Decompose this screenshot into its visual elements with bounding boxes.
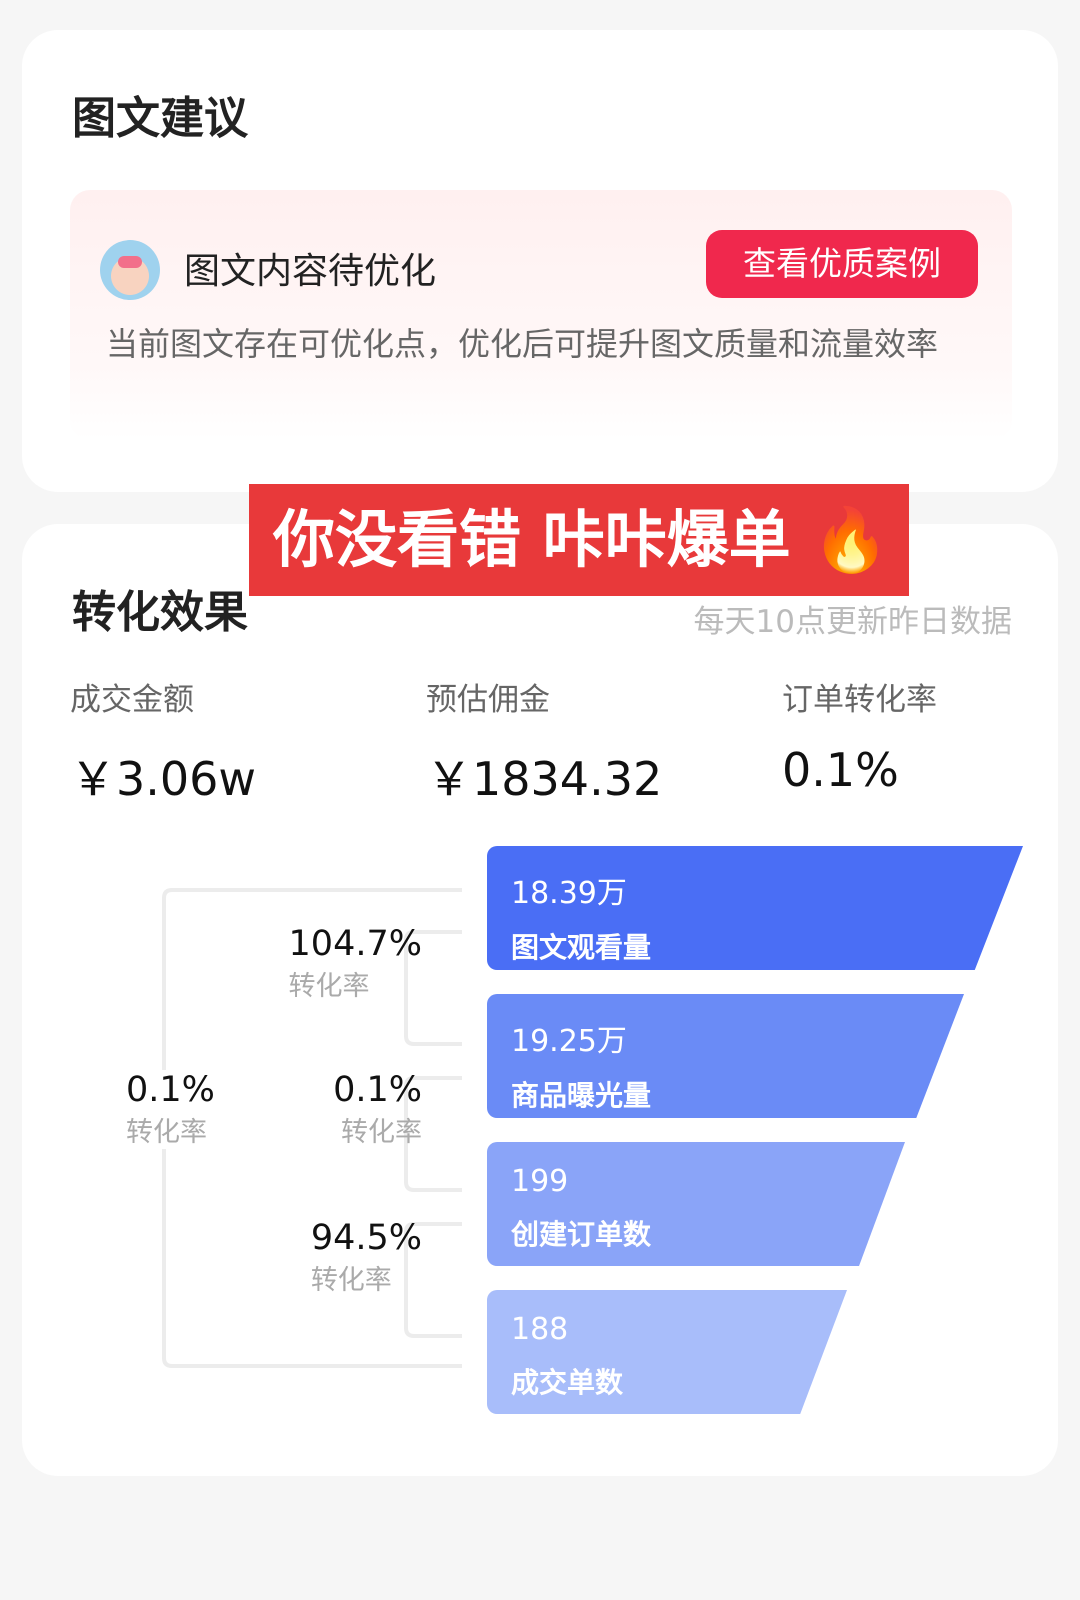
promo-banner: 你没看错 咔咔爆单 🔥 (249, 484, 909, 596)
rate-value: 94.5% (310, 1218, 422, 1258)
funnel-bar-exposure: 19.25万 商品曝光量 (487, 994, 964, 1118)
rate-overall: 0.1% 转化率 (126, 1070, 215, 1149)
rate-value: 0.1% (126, 1070, 215, 1110)
funnel-bar-orders-created: 199 创建订单数 (487, 1142, 905, 1266)
metric-order-rate: 订单转化率 0.1% (782, 674, 937, 797)
banner-text: 你没看错 咔咔爆单 (273, 503, 791, 576)
tip-title: 图文内容待优化 (184, 251, 437, 292)
funnel-label: 创建订单数 (511, 1218, 652, 1251)
suggestion-title: 图文建议 (72, 93, 248, 144)
metric-label: 成交金额 (70, 682, 194, 718)
metric-value: ￥3.06w (70, 752, 257, 806)
rate-exposure-to-orders: 0.1% 转化率 (333, 1070, 422, 1149)
rate-label: 转化率 (288, 971, 370, 1002)
tip-description: 当前图文存在可优化点，优化后可提升图文质量和流量效率 (106, 325, 939, 363)
funnel-bar-views: 18.39万 图文观看量 (487, 846, 1023, 970)
crying-face-icon (100, 240, 160, 300)
funnel-value: 19.25万 (511, 1024, 627, 1059)
rate-label: 转化率 (341, 1117, 422, 1148)
metric-value: 0.1% (782, 743, 899, 797)
rate-label: 转化率 (310, 1265, 392, 1296)
metric-value: ￥1834.32 (426, 752, 663, 806)
suggestion-card: 图文建议 图文内容待优化 查看优质案例 当前图文存在可优化点，优化后可提升图文质… (22, 30, 1058, 492)
conversion-card: 转化效果 每天10点更新昨日数据 成交金额 ￥3.06w 预估佣金 ￥1834.32… (22, 524, 1058, 1476)
funnel-value: 199 (511, 1164, 569, 1199)
metric-commission: 预估佣金 ￥1834.32 (426, 674, 662, 809)
metric-gmv: 成交金额 ￥3.06w (70, 674, 256, 809)
rate-views-to-exposure: 104.7% 转化率 (289, 924, 422, 1003)
funnel-label: 图文观看量 (511, 931, 652, 964)
funnel-value: 188 (511, 1312, 569, 1347)
metric-label: 订单转化率 (782, 682, 937, 718)
fire-icon: 🔥 (812, 503, 890, 576)
rate-value: 104.7% (288, 924, 422, 964)
update-note: 每天10点更新昨日数据 (693, 604, 1012, 640)
funnel-bar-orders-paid: 188 成交单数 (487, 1290, 847, 1414)
rate-value: 0.1% (333, 1070, 422, 1110)
funnel-label: 成交单数 (511, 1366, 624, 1399)
view-quality-cases-button[interactable]: 查看优质案例 (706, 230, 978, 298)
rate-created-to-paid: 94.5% 转化率 (311, 1218, 422, 1297)
funnel-label: 商品曝光量 (511, 1079, 652, 1112)
rate-label: 转化率 (126, 1117, 207, 1148)
conversion-title: 转化效果 (72, 587, 248, 638)
funnel-value: 18.39万 (511, 876, 627, 911)
metric-label: 预估佣金 (426, 682, 550, 718)
suggestion-tip: 图文内容待优化 查看优质案例 当前图文存在可优化点，优化后可提升图文质量和流量效… (70, 190, 1012, 440)
